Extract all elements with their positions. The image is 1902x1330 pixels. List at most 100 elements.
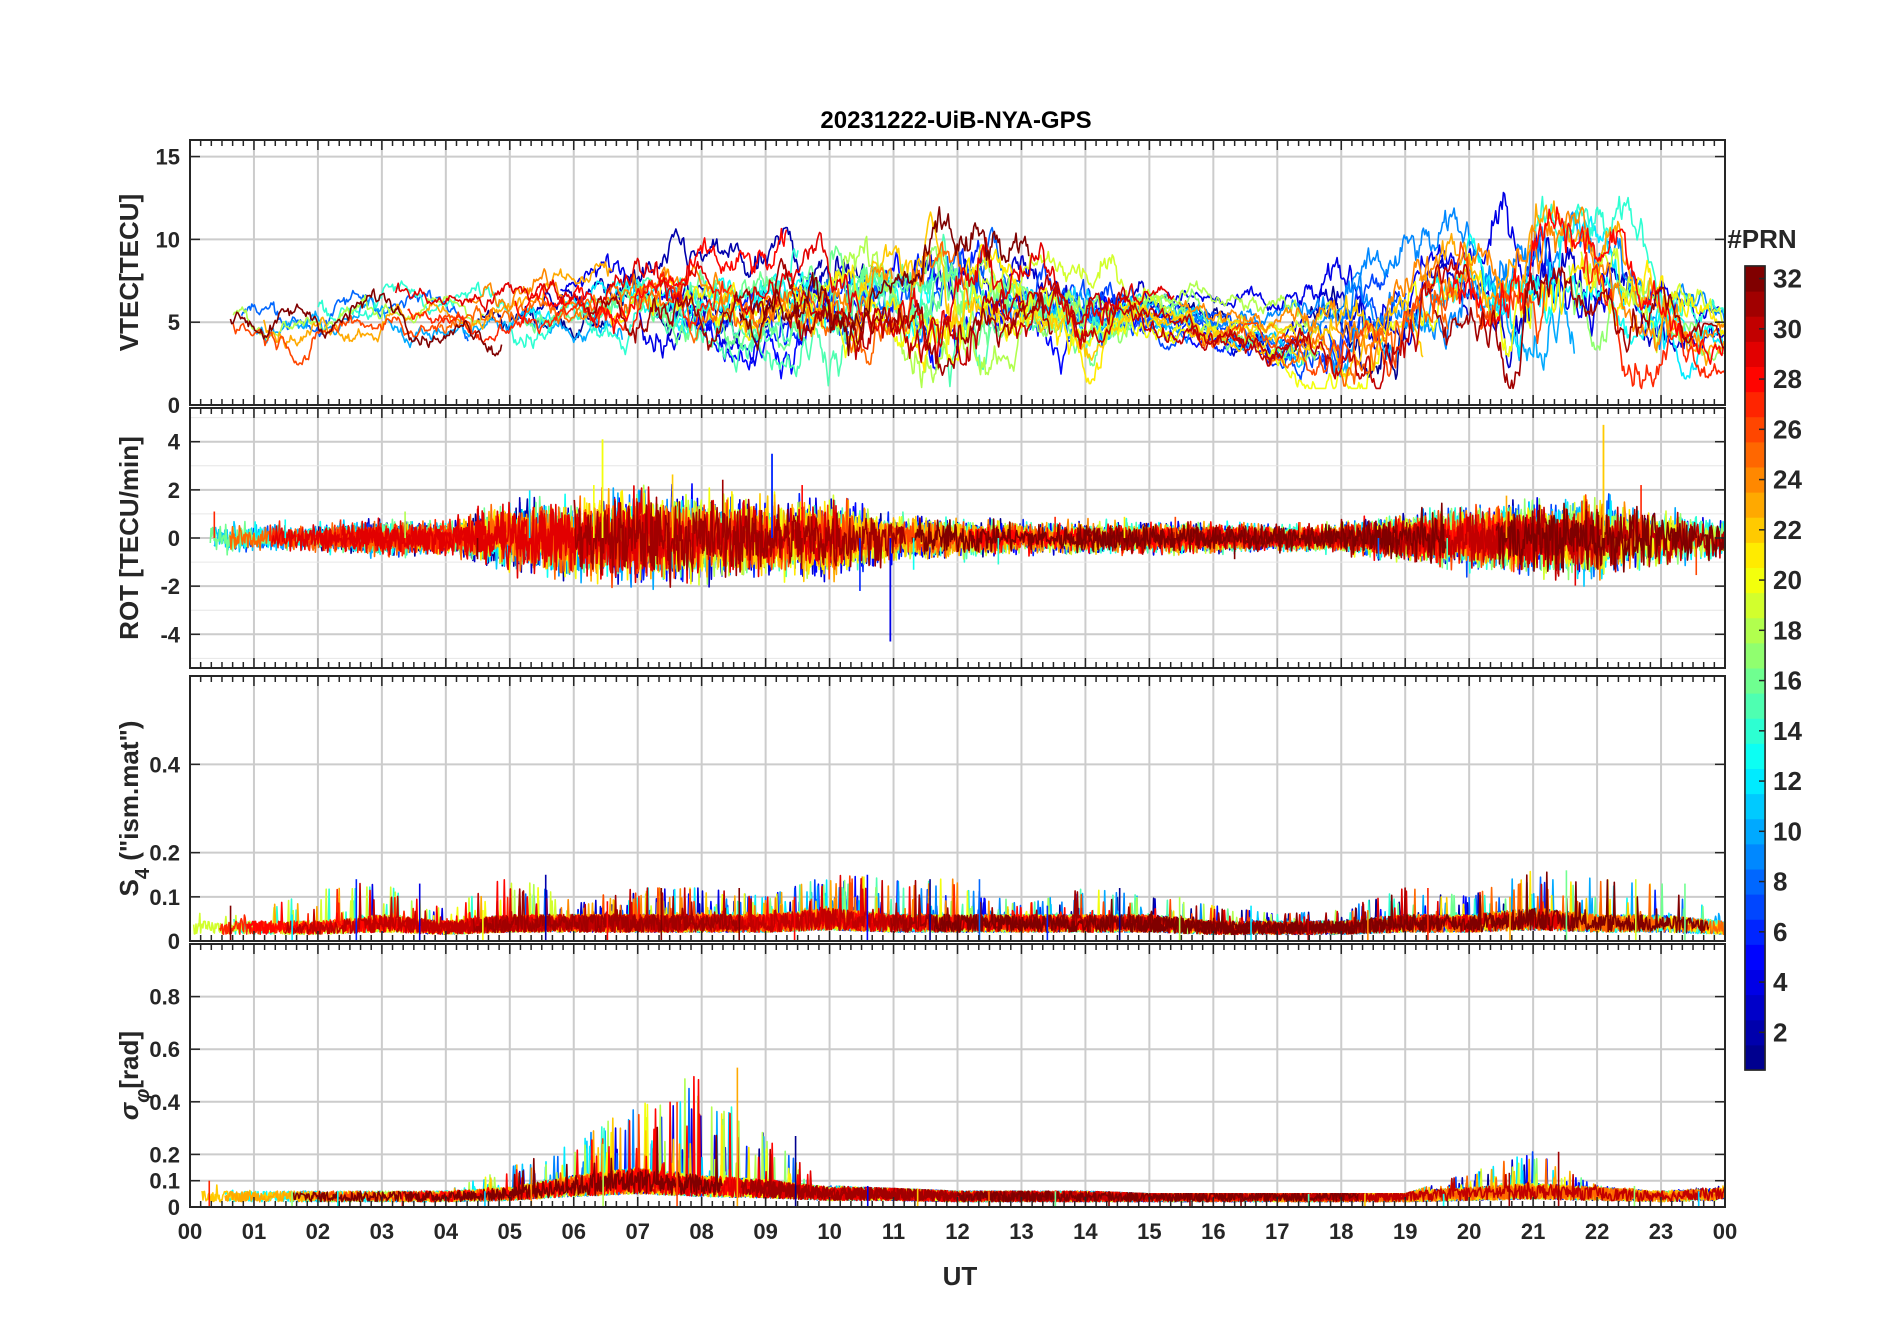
x-tick-label: 08 (689, 1219, 713, 1244)
y-tick-label: -4 (160, 622, 180, 647)
colorbar-band (1745, 793, 1765, 820)
series-prn-22 (859, 211, 1379, 363)
series-prn-26 (232, 311, 473, 366)
colorbar-band (1745, 416, 1765, 443)
series-prn-30 (992, 258, 1471, 390)
series-prn-32 (933, 898, 1355, 936)
x-tick-label: 05 (498, 1219, 522, 1244)
y-tick-label: 0.1 (149, 885, 180, 910)
y-ticks-rot: -4 -2 0 2 4 (160, 430, 1725, 647)
x-tick-label: 10 (817, 1219, 841, 1244)
series-prn-19 (1580, 247, 1726, 354)
x-tick-label: 20 (1457, 1219, 1481, 1244)
colorbar-band (1745, 919, 1765, 945)
y-tick-label: 0 (168, 1195, 180, 1220)
colorbar-tick-label: 20 (1773, 565, 1802, 595)
series-prn-32 (292, 1126, 723, 1203)
colorbar-tick-label: 22 (1773, 515, 1802, 545)
x-tick-label: 23 (1649, 1219, 1673, 1244)
series-prn-19 (977, 250, 1339, 345)
x-tick-label: 06 (562, 1219, 586, 1244)
colorbar-band (1745, 291, 1765, 317)
colorbar-band (1745, 467, 1765, 493)
series-prn-23 (263, 261, 613, 349)
colorbar-tick-label: 28 (1773, 364, 1802, 394)
colorbar-tick-label: 30 (1773, 314, 1802, 344)
x-tick-label: 19 (1393, 1219, 1417, 1244)
panel-vtec: 0 5 10 15 VTEC[TECU] (114, 139, 1726, 418)
x-tick-label: 13 (1009, 1219, 1033, 1244)
colorbar-band (1745, 1019, 1765, 1046)
x-tick-label: 16 (1201, 1219, 1225, 1244)
series-prn-10 (255, 295, 624, 349)
colorbar-band (1745, 642, 1765, 669)
series-prn-31 (586, 257, 1054, 377)
series-prn-8 (240, 289, 469, 342)
y-tick-label: 0 (168, 526, 180, 551)
x-tick-label: 15 (1137, 1219, 1161, 1244)
series-prn-32 (229, 288, 503, 357)
gridlines-sigma_phi (189, 944, 1726, 1208)
x-tick-label: 21 (1521, 1219, 1545, 1244)
colorbar-band (1745, 768, 1765, 795)
colorbar-band (1745, 994, 1765, 1021)
colorbar-tick-label: 14 (1773, 716, 1802, 746)
y-ticks-vtec: 0 5 10 15 (156, 145, 1725, 418)
y-tick-label: 10 (156, 227, 180, 252)
series-prn-32 (956, 1190, 1359, 1203)
series-prn-16 (522, 262, 1078, 351)
colorbar-band (1745, 366, 1765, 393)
colorbar-band (1745, 391, 1765, 418)
colorbar-band (1745, 592, 1765, 619)
y-tick-label: 0 (168, 393, 180, 418)
colorbar-tick-label: 32 (1773, 264, 1802, 294)
colorbar-band (1745, 869, 1765, 895)
y-axis-label-vtec: VTEC[TECU] (114, 194, 144, 351)
colorbar-band (1745, 743, 1765, 769)
x-axis-label: UT (943, 1261, 978, 1291)
series-prn-27 (1580, 251, 1726, 390)
y-ticks-sigma_phi: 00.10.2 0.4 0.6 0.8 (149, 985, 1725, 1220)
x-tick-label: 01 (242, 1219, 266, 1244)
colorbar-band (1745, 441, 1765, 468)
x-tick-label: 04 (434, 1219, 459, 1244)
colorbar-tick-label: 18 (1773, 615, 1802, 645)
colorbar-band (1745, 718, 1765, 744)
colorbar-frame (1744, 265, 1766, 1071)
y-tick-label: 4 (168, 430, 181, 455)
y-tick-label: -2 (160, 574, 180, 599)
series-prn-32 (911, 502, 1447, 564)
colorbar-tick-label: 8 (1773, 867, 1787, 897)
x-tick-label: 00 (178, 1219, 202, 1244)
y-tick-label: 0.1 (149, 1169, 180, 1194)
y-tick-label: 0 (168, 929, 180, 954)
series-prn-23 (1418, 200, 1725, 367)
y-tick-label: 0.6 (149, 1037, 180, 1062)
x-tick-label: 09 (753, 1219, 777, 1244)
x-ticks-vtec (189, 140, 1726, 405)
x-tick-label: 02 (306, 1219, 330, 1244)
colorbar-band (1745, 1044, 1765, 1071)
colorbar-band (1745, 617, 1765, 644)
colorbar-tick-label: 10 (1773, 816, 1802, 846)
y-axis-label-rot: ROT [TECU/min] (114, 436, 144, 640)
x-ticks-rot (189, 408, 1726, 668)
colorbar-band (1745, 316, 1765, 342)
y-axis-label-sigma_phi: σφ[rad] (114, 1031, 154, 1120)
series-prn-13 (1424, 233, 1726, 345)
x-tick-label: 17 (1265, 1219, 1289, 1244)
y-tick-label: 0.4 (149, 1090, 180, 1115)
colorbar-tick-label: 26 (1773, 414, 1802, 444)
colorbar-label: #PRN (1727, 224, 1796, 254)
y-tick-label: 15 (156, 145, 180, 170)
colorbar-tick-label: 6 (1773, 917, 1787, 947)
colorbar-band (1745, 894, 1765, 920)
series-prn-29 (394, 257, 715, 324)
x-tick-label: 11 (882, 1219, 905, 1244)
y-tick-label: 5 (168, 310, 180, 335)
panel-sigma_phi: 00.10.20.40.60.8σφ[rad]00 01 02 03 04 05 06 07 0… (114, 943, 1737, 1244)
colorbar-tick-label: 12 (1773, 766, 1802, 796)
series-prn-32 (1144, 871, 1710, 936)
x-tick-label: 18 (1329, 1219, 1353, 1244)
